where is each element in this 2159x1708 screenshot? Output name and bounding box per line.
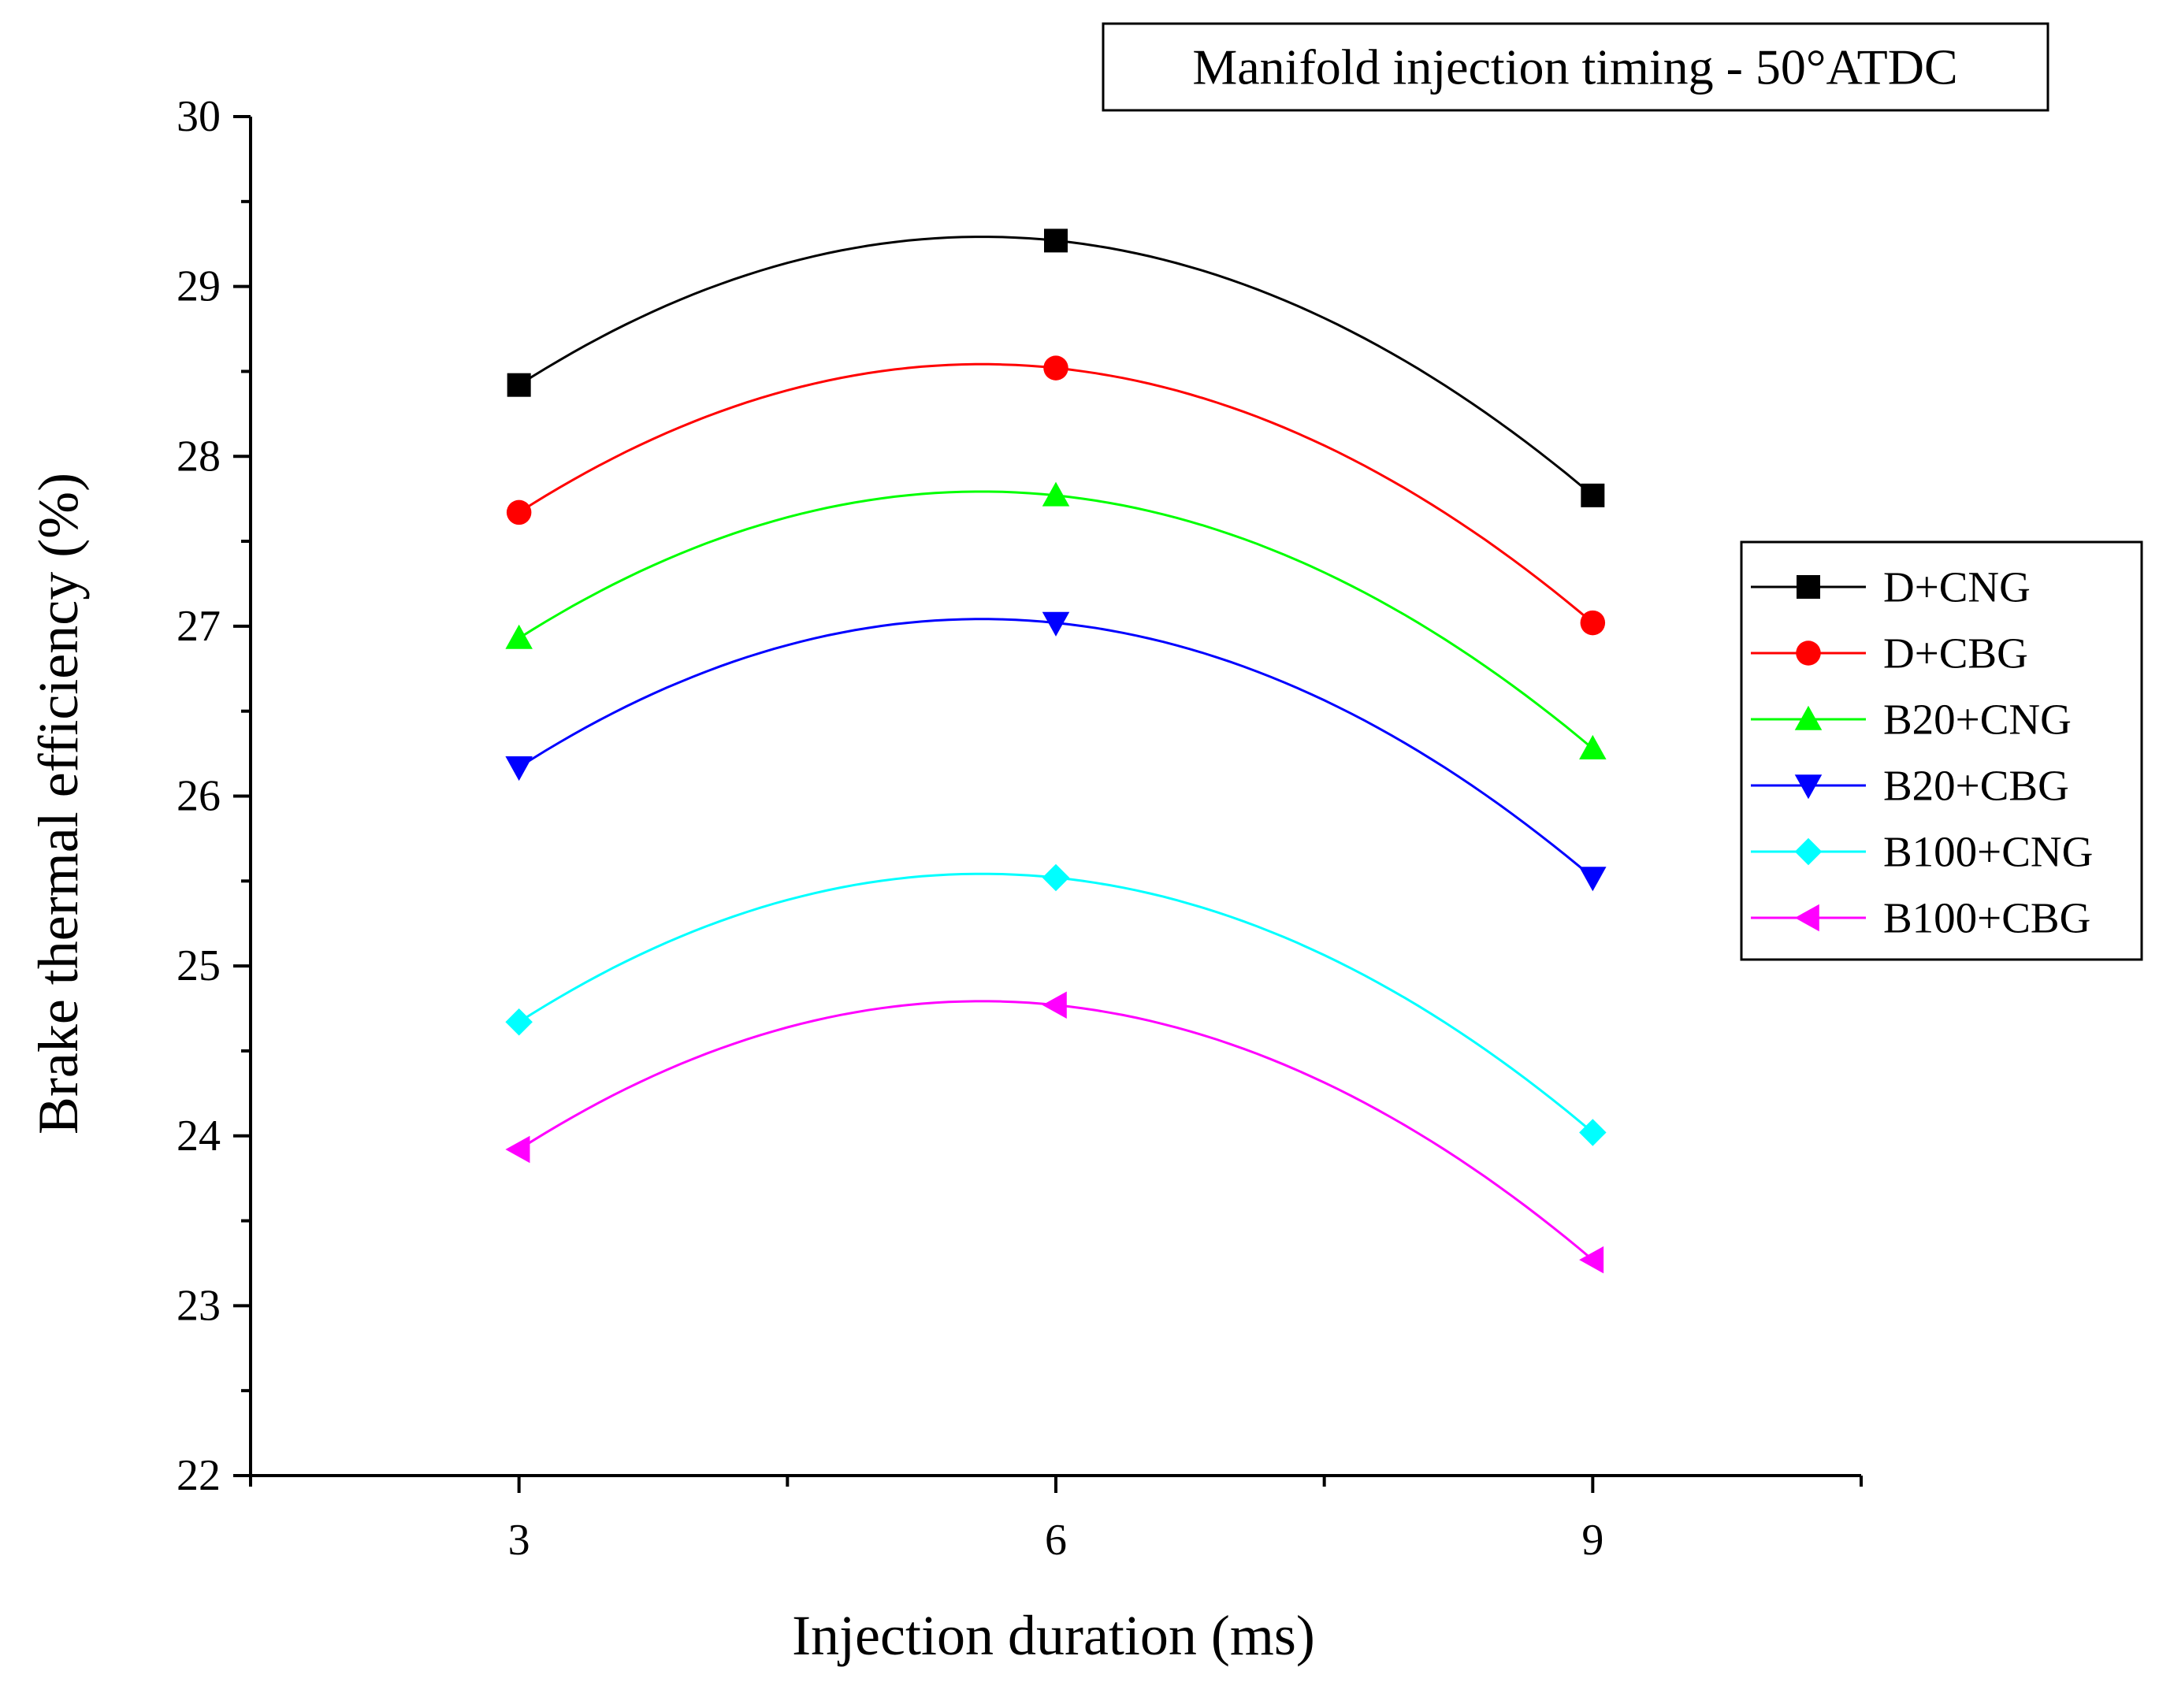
x-tick-label: 3 — [508, 1516, 530, 1565]
legend-item: D+CNG — [1751, 563, 2031, 611]
data-point — [1580, 610, 1606, 636]
data-point — [1044, 228, 1068, 253]
data-point — [505, 1008, 533, 1036]
data-point — [507, 373, 531, 397]
legend-item: B100+CNG — [1751, 828, 2093, 876]
x-tick-label: 9 — [1581, 1516, 1603, 1565]
y-tick-label: 29 — [177, 262, 221, 311]
data-point — [1579, 1246, 1604, 1274]
data-point — [1581, 483, 1605, 507]
annotation-box: Manifold injection timing - 50°ATDC — [1102, 22, 2049, 112]
legend-marker — [1796, 640, 1821, 666]
y-tick-label: 23 — [177, 1281, 221, 1330]
legend-item: B20+CBG — [1751, 762, 2069, 810]
y-tick-label: 25 — [177, 941, 221, 990]
legend-marker — [1797, 575, 1820, 599]
axes: 22 23 24 25 26 27 28 29 30 3 6 9 — [177, 92, 1863, 1565]
series-layer — [505, 228, 1607, 1274]
y-tick-label: 22 — [177, 1451, 221, 1500]
legend-label: B20+CNG — [1883, 696, 2072, 744]
y-tick-label: 28 — [177, 432, 221, 481]
annotation-text: Manifold injection timing - 50°ATDC — [1192, 39, 1957, 95]
legend-label: D+CBG — [1883, 629, 2028, 678]
y-tick-label: 30 — [177, 92, 221, 141]
y-axis-title: Brake thermal efficiency (%) — [27, 473, 90, 1134]
x-axis-title: Injection duration (ms) — [792, 1604, 1315, 1667]
legend-marker — [1794, 774, 1823, 800]
data-point — [1579, 734, 1607, 759]
data-point — [1042, 611, 1070, 637]
legend-marker — [1794, 705, 1823, 730]
data-point — [1042, 481, 1070, 507]
legend-item: B100+CBG — [1751, 894, 2090, 942]
data-point — [505, 756, 533, 782]
data-point — [1043, 355, 1068, 381]
legend-marker — [1794, 904, 1819, 932]
legend-label: D+CNG — [1883, 563, 2031, 611]
x-tick-label: 6 — [1045, 1516, 1067, 1565]
legend-label: B100+CBG — [1883, 894, 2090, 942]
data-point — [505, 624, 533, 649]
legend-marker — [1794, 837, 1823, 866]
legend-label: B20+CBG — [1883, 762, 2069, 810]
data-point — [1579, 867, 1607, 892]
data-point — [1042, 991, 1067, 1019]
y-tick-label: 24 — [177, 1112, 221, 1160]
data-point — [1579, 1119, 1607, 1146]
y-tick-label: 27 — [177, 602, 221, 651]
y-tick-label: 26 — [177, 772, 221, 821]
legend-frame — [1740, 540, 2143, 961]
data-point — [505, 1135, 530, 1164]
legend-item: D+CBG — [1751, 629, 2028, 678]
data-point — [1042, 863, 1070, 892]
legend: D+CNG D+CBG B20+CNG B20+CBG B100+CNG B100+CBG — [1740, 540, 2143, 961]
legend-item: B20+CNG — [1751, 696, 2072, 744]
legend-label: B100+CNG — [1883, 828, 2093, 876]
data-point — [506, 499, 532, 525]
